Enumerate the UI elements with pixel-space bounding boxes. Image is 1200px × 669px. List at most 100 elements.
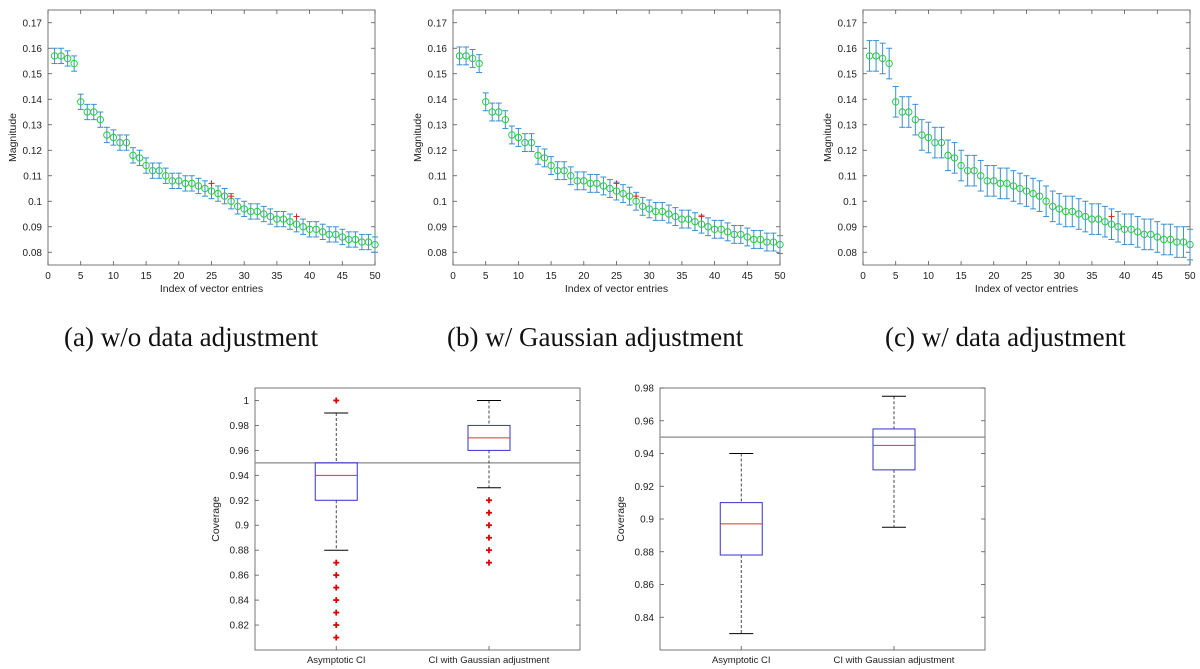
outlier xyxy=(486,547,492,554)
marker xyxy=(737,230,745,239)
data-point xyxy=(691,212,699,232)
y-tick-label: 0.92 xyxy=(230,496,250,507)
data-point xyxy=(737,224,745,244)
y-tick-label: 0.09 xyxy=(838,222,858,233)
outlier xyxy=(333,397,340,404)
marker xyxy=(286,217,294,226)
marker xyxy=(905,108,913,116)
marker xyxy=(580,177,588,185)
data-point xyxy=(514,128,523,147)
data-point xyxy=(1055,193,1063,225)
data-point xyxy=(769,232,778,252)
marker xyxy=(1081,212,1090,221)
x-tick-label: 10 xyxy=(923,271,935,282)
outlier xyxy=(333,609,340,616)
marker xyxy=(220,192,229,200)
data-point xyxy=(455,46,464,66)
y-tick-label: 0.16 xyxy=(428,44,448,55)
data-point xyxy=(50,47,59,65)
plot-frame xyxy=(254,387,581,651)
marker xyxy=(547,161,555,170)
marker xyxy=(240,205,248,213)
y-tick-label: 0.16 xyxy=(23,44,43,55)
data-point xyxy=(1186,228,1194,261)
data-point xyxy=(96,111,105,128)
marker xyxy=(514,133,523,142)
marker xyxy=(671,212,680,221)
chart-e: 0.84 0.86 0.88 0.9 0.92 0.94 0.96 0.98 Coverage A… xyxy=(615,384,986,666)
marker xyxy=(201,184,209,193)
data-point xyxy=(1035,180,1044,212)
marker xyxy=(1035,192,1044,200)
data-point xyxy=(1029,177,1037,210)
outlier xyxy=(486,522,492,529)
marker xyxy=(1022,187,1031,195)
x-tick-label: 50 xyxy=(1184,271,1196,282)
data-point xyxy=(371,236,379,253)
data-point xyxy=(462,46,470,66)
marker xyxy=(743,233,751,241)
data-point xyxy=(924,121,933,154)
x-tick-label: 30 xyxy=(644,271,656,282)
data-point xyxy=(63,50,72,67)
y-tick-label: 0.98 xyxy=(230,421,250,432)
y-tick-label: 0.15 xyxy=(428,69,448,80)
data-point xyxy=(756,230,765,249)
marker xyxy=(338,233,346,241)
caption-b: (b) w/ Gaussian adjustment xyxy=(447,322,744,352)
marker xyxy=(468,54,477,63)
data-point xyxy=(482,92,490,112)
data-point xyxy=(645,199,653,219)
plot-frame xyxy=(452,9,781,266)
x-tick-label: 0 xyxy=(45,271,51,282)
marker xyxy=(103,131,111,139)
outlier xyxy=(333,597,340,604)
data-point xyxy=(593,173,601,193)
marker xyxy=(944,151,952,160)
marker xyxy=(129,151,137,160)
data-point xyxy=(90,103,98,121)
data-point xyxy=(957,149,965,182)
data-point xyxy=(678,209,686,229)
marker xyxy=(658,207,666,216)
marker xyxy=(769,238,778,246)
marker xyxy=(697,220,706,228)
data-point xyxy=(1081,200,1090,233)
marker xyxy=(188,179,196,188)
data-point xyxy=(606,179,614,198)
data-point xyxy=(1114,210,1122,243)
marker xyxy=(911,115,920,124)
y-tick-label: 0.09 xyxy=(23,222,43,233)
data-point xyxy=(1120,213,1129,246)
marker xyxy=(96,115,105,124)
marker xyxy=(63,54,72,63)
x-tick-label: Asymptotic CI xyxy=(307,655,366,666)
marker xyxy=(1009,182,1018,190)
data-point xyxy=(1133,216,1142,248)
marker xyxy=(495,108,503,116)
x-tick-label: 25 xyxy=(1021,271,1033,282)
data-point xyxy=(168,172,176,189)
y-tick-label: 0.84 xyxy=(635,613,655,624)
marker xyxy=(90,108,98,116)
data-point xyxy=(710,219,719,239)
marker xyxy=(885,59,893,68)
data-point xyxy=(1048,190,1057,223)
marker xyxy=(872,52,880,60)
marker xyxy=(1133,228,1142,236)
y-tick-label: 0.08 xyxy=(428,248,448,259)
y-tick-label: 0.96 xyxy=(230,446,250,457)
marker xyxy=(1094,215,1103,223)
y-tick-label: 0.14 xyxy=(428,95,448,106)
x-tick-label: 50 xyxy=(369,271,381,282)
data-point xyxy=(83,103,91,121)
marker xyxy=(1107,220,1116,228)
data-point xyxy=(475,54,483,73)
marker xyxy=(508,131,516,139)
data-point xyxy=(253,203,261,220)
marker xyxy=(990,177,998,185)
y-tick-label: 0.9 xyxy=(235,521,249,532)
marker xyxy=(599,182,608,190)
data-point xyxy=(1009,170,1018,202)
marker xyxy=(1127,225,1135,234)
